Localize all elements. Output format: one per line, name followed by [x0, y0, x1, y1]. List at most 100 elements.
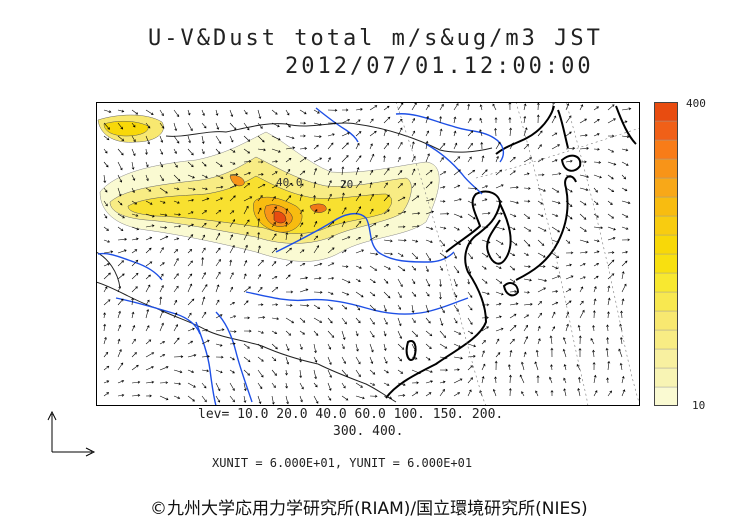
wind-arrow: [145, 352, 155, 358]
wind-arrow: [131, 213, 139, 217]
graticule-4: [475, 127, 640, 179]
wind-arrow: [313, 209, 318, 215]
wind-arrow: [439, 142, 446, 150]
wind-arrow: [467, 291, 473, 298]
wind-arrow: [215, 284, 220, 293]
wind-arrow: [621, 260, 628, 267]
contour-label-20: 20: [340, 178, 353, 191]
wind-arrow: [159, 109, 164, 117]
wind-arrow: [523, 172, 530, 176]
colorbar-cell: [654, 253, 678, 274]
wind-arrow: [551, 311, 556, 319]
wind-arrow: [285, 382, 288, 389]
wind-arrow: [187, 211, 194, 215]
wind-arrow: [313, 276, 322, 280]
wind-arrow: [341, 356, 346, 364]
wind-arrow: [479, 117, 483, 124]
wind-arrow: [369, 330, 375, 338]
wind-arrow: [495, 226, 506, 231]
wind-arrow: [453, 291, 458, 298]
wind-arrow: [131, 135, 136, 143]
wind-arrow: [131, 187, 135, 193]
wind-arrow: [299, 209, 304, 215]
wind-arrow: [131, 249, 138, 254]
colorbar-cells: [654, 102, 678, 406]
wind-arrow: [397, 118, 403, 124]
wind-arrow: [215, 209, 222, 215]
wind-arrow: [271, 247, 278, 254]
wind-arrow: [481, 252, 489, 258]
wind-arrow: [229, 302, 235, 306]
wind-arrow: [467, 226, 473, 232]
wind-arrow: [103, 312, 106, 319]
wind-arrow: [285, 274, 291, 280]
wind-arrow: [299, 222, 304, 228]
wind-arrow: [509, 127, 513, 137]
wind-arrow: [551, 252, 560, 259]
wind-arrow: [299, 304, 310, 307]
wind-arrow: [159, 226, 168, 229]
wind-arrow: [285, 356, 290, 365]
wind-arrow: [369, 130, 377, 137]
wind-arrow: [425, 181, 433, 189]
wind-arrow: [383, 369, 389, 374]
wind-arrow: [201, 284, 208, 293]
wind-arrow: [117, 226, 124, 232]
wind-arrow: [411, 155, 416, 163]
wind-arrow: [201, 187, 208, 191]
wind-arrow: [257, 245, 261, 254]
wind-arrow: [621, 283, 627, 293]
wind-arrow: [621, 238, 631, 242]
contour-levels-line1: lev= 10.0 20.0 40.0 60.0 100. 150. 200.: [198, 407, 504, 422]
wind-arrow: [243, 244, 248, 254]
wind-arrow: [271, 171, 278, 176]
wind-arrow: [579, 286, 584, 293]
wind-arrow: [257, 195, 263, 202]
wind-arrow: [271, 135, 281, 141]
wind-arrow: [621, 148, 629, 152]
wind-arrow: [411, 391, 419, 397]
wind-arrow: [535, 390, 539, 397]
wind-arrow: [341, 180, 346, 189]
wind-arrow: [271, 222, 276, 228]
wind-arrow: [425, 140, 429, 150]
wind-arrow: [439, 103, 444, 111]
wind-arrow: [131, 122, 136, 128]
wind-arrow: [117, 200, 123, 206]
wind-arrow: [355, 278, 361, 282]
wind-arrow: [285, 221, 288, 228]
wind-arrow: [453, 116, 457, 124]
wind-arrow: [453, 169, 461, 176]
colorbar-cell: [654, 177, 678, 198]
wind-arrow: [619, 362, 623, 371]
colorbar-cell: [654, 102, 678, 122]
wind-arrow: [229, 259, 233, 267]
wind-arrow: [453, 265, 460, 274]
wind-arrow: [257, 183, 266, 189]
wind-arrow: [607, 297, 611, 306]
wind-arrow: [271, 148, 281, 153]
wind-arrow: [383, 194, 390, 202]
wind-arrow: [159, 395, 169, 401]
wind-arrow: [341, 192, 345, 202]
wind-arrow: [131, 324, 136, 332]
wind-arrow: [159, 262, 165, 267]
river-salween: [195, 321, 217, 406]
wind-arrow: [341, 132, 350, 137]
wind-arrow: [565, 131, 572, 137]
river-amur: [395, 113, 505, 163]
wind-arrow: [383, 343, 387, 351]
wind-arrow: [173, 249, 179, 254]
wind-arrow: [313, 235, 319, 241]
wind-arrow: [159, 366, 169, 371]
wind-arrow: [551, 290, 559, 293]
wind-arrow: [537, 130, 543, 137]
wind-arrow: [257, 148, 266, 152]
wind-arrow: [355, 220, 362, 228]
wind-arrow: [327, 276, 335, 280]
wind-arrow: [481, 211, 491, 215]
wind-arrow: [453, 330, 462, 335]
wind-arrow: [201, 197, 210, 202]
colorbar-cell: [654, 386, 678, 406]
wind-arrow: [606, 377, 610, 384]
